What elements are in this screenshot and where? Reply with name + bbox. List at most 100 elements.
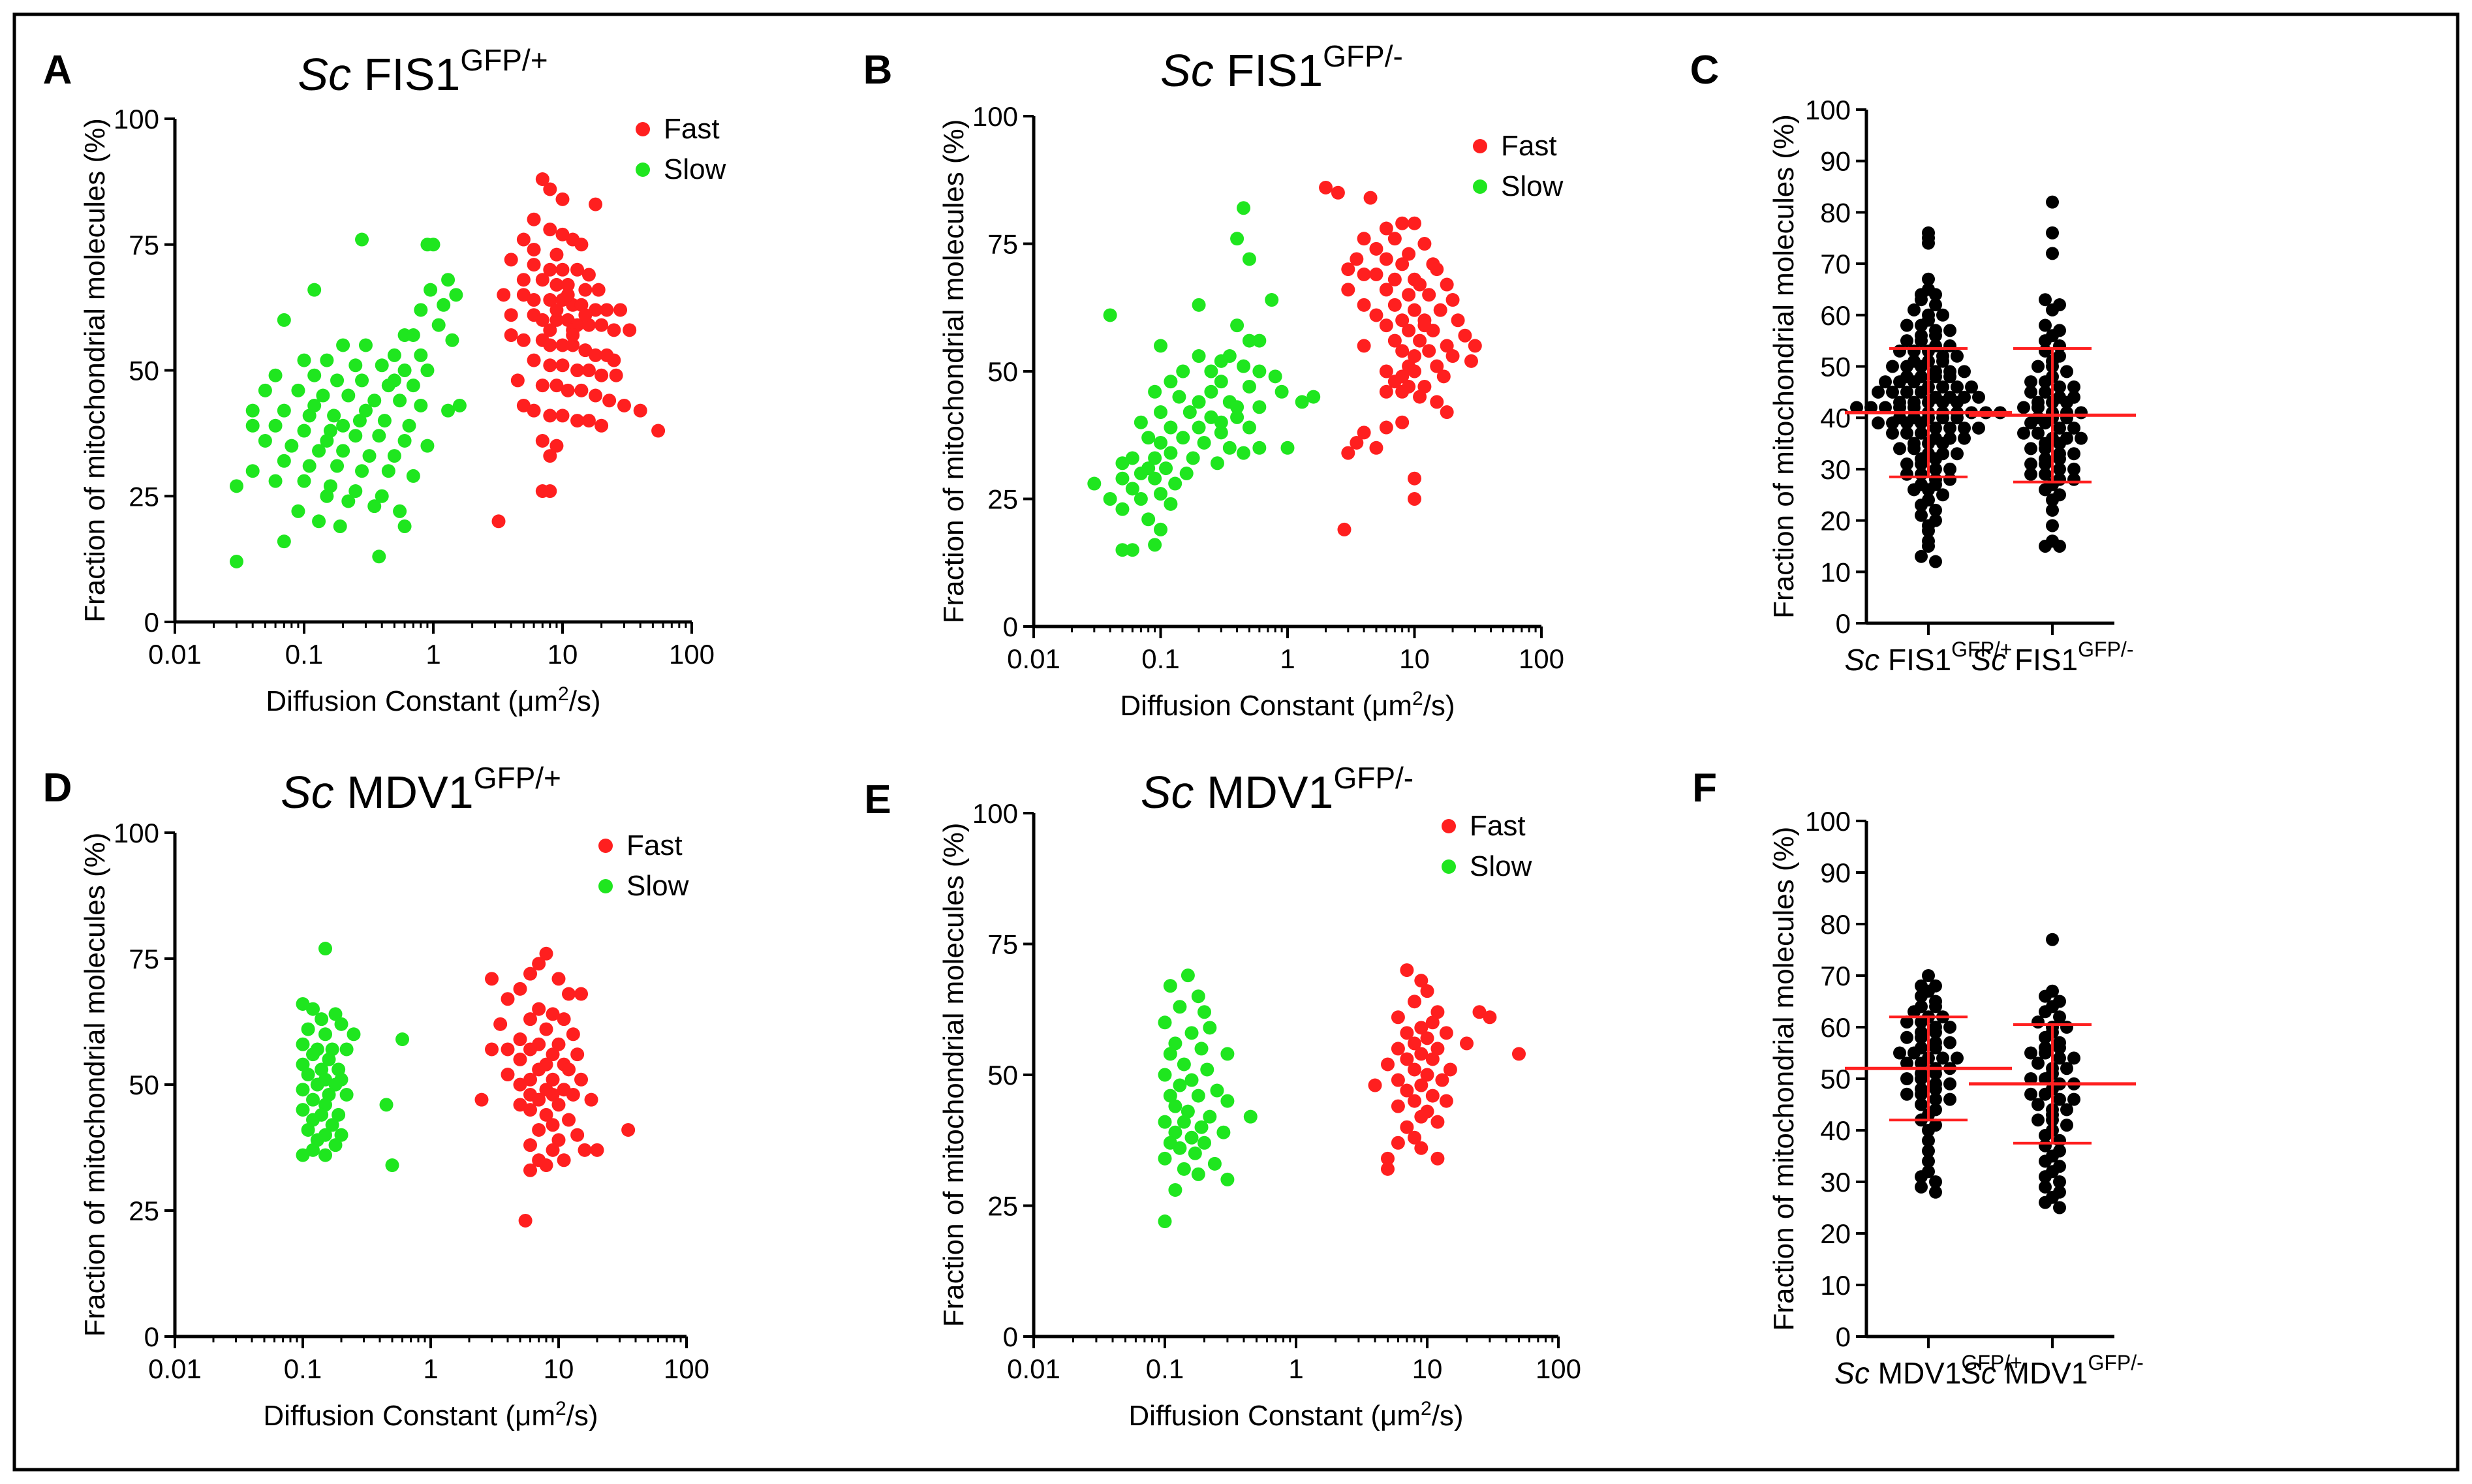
- data-point-slow: [420, 439, 435, 453]
- data-point-slow: [1158, 1068, 1172, 1082]
- data-point: [1900, 1072, 1913, 1085]
- data-point: [1943, 1077, 1956, 1090]
- data-point: [1922, 272, 1935, 286]
- data-point-fast: [1379, 318, 1393, 333]
- data-point-slow: [330, 459, 345, 473]
- data-point-fast: [1483, 1010, 1497, 1025]
- data-point-fast: [1445, 293, 1460, 307]
- data-point-slow: [402, 418, 416, 433]
- data-point-fast: [1430, 262, 1444, 277]
- y-tick-label: 50: [129, 356, 159, 386]
- data-point-fast: [555, 409, 570, 423]
- data-point-fast: [561, 288, 575, 302]
- data-point-fast: [1357, 425, 1371, 440]
- data-point-slow: [1154, 522, 1167, 536]
- data-point-fast: [516, 398, 531, 412]
- data-point-fast: [543, 262, 557, 277]
- data-point-fast: [617, 398, 631, 412]
- data-point-fast: [497, 288, 511, 302]
- data-point-slow: [348, 429, 363, 443]
- data-point-slow: [1154, 339, 1167, 353]
- data-point-fast: [549, 247, 564, 262]
- data-point-fast: [1430, 1115, 1445, 1129]
- data-point-fast: [581, 363, 596, 377]
- data-point-fast: [555, 262, 570, 277]
- data-point-slow: [1163, 979, 1177, 993]
- data-point: [2039, 452, 2052, 466]
- series-fast: [474, 946, 636, 1228]
- series-slow: [1087, 201, 1321, 557]
- data-point-slow: [1134, 466, 1148, 480]
- data-point-slow: [1184, 1130, 1199, 1145]
- data-point-slow: [334, 1017, 348, 1031]
- x-axis-label-part2: /s): [1423, 690, 1455, 722]
- data-point-slow: [341, 388, 356, 403]
- data-point: [2053, 995, 2066, 1008]
- data-point-slow: [1173, 1000, 1187, 1014]
- data-point-slow: [1148, 471, 1162, 486]
- data-point: [1900, 1057, 1913, 1070]
- data-point: [1943, 365, 1956, 379]
- data-point: [2024, 467, 2037, 481]
- data-point-slow: [362, 449, 377, 463]
- data-point-slow: [1207, 1156, 1222, 1171]
- group-label-sup: GFP/-: [2078, 638, 2133, 661]
- x-axis-label: Diffusion Constant (μm2/s): [263, 1398, 598, 1432]
- data-point-slow: [1115, 471, 1130, 486]
- data-point-fast: [1341, 262, 1355, 277]
- data-point: [1965, 380, 1978, 394]
- data-point: [1929, 1077, 1942, 1090]
- data-point: [2046, 933, 2059, 946]
- data-point-fast: [590, 1143, 604, 1157]
- data-point: [1936, 1051, 1949, 1065]
- data-point-fast: [1464, 354, 1478, 368]
- data-point-slow: [291, 504, 305, 518]
- data-point: [2024, 1087, 2037, 1101]
- data-point: [1900, 1015, 1913, 1029]
- data-point-slow: [1265, 293, 1279, 307]
- data-point-slow: [245, 464, 260, 478]
- data-point-slow: [387, 373, 401, 388]
- data-point-fast: [513, 1032, 527, 1047]
- data-point: [1850, 401, 1863, 414]
- data-point: [1915, 329, 1928, 343]
- data-point-fast: [1363, 191, 1378, 205]
- data-point-slow: [315, 1012, 329, 1027]
- data-point-fast: [1458, 328, 1472, 343]
- data-point: [1951, 349, 1964, 363]
- legend: Fast Slow: [598, 829, 689, 902]
- data-point: [1943, 339, 1956, 353]
- data-point-fast: [551, 972, 566, 986]
- data-point: [1922, 1134, 1935, 1147]
- data-point: [1972, 421, 1985, 435]
- data-point-fast: [1414, 974, 1429, 988]
- data-point-slow: [296, 1037, 310, 1051]
- data-point-slow: [318, 1148, 333, 1162]
- data-point: [2053, 1144, 2066, 1158]
- data-point: [1972, 390, 1985, 404]
- series-fast: [1319, 180, 1482, 536]
- panel-title-italic: Sc: [298, 49, 363, 100]
- data-point-slow: [347, 1027, 361, 1042]
- data-point: [1929, 1103, 1942, 1117]
- data-point-fast: [566, 1087, 580, 1102]
- data-point-fast: [1319, 180, 1333, 194]
- data-point-slow: [1154, 435, 1167, 450]
- data-point: [1915, 1082, 1928, 1096]
- data-point-fast: [1379, 252, 1393, 266]
- data-point-slow: [1237, 359, 1251, 373]
- data-point-slow: [1115, 502, 1130, 516]
- data-point-slow: [387, 348, 401, 362]
- mean-sd-bars: [1969, 347, 2136, 484]
- data-point-fast: [1369, 267, 1383, 281]
- data-point: [1922, 283, 1935, 296]
- data-point: [1929, 1175, 1942, 1188]
- data-point-fast: [1380, 1151, 1395, 1166]
- data-point-fast: [513, 982, 527, 996]
- data-point-fast: [1408, 1130, 1422, 1145]
- data-point-fast: [1413, 277, 1427, 292]
- data-point-fast: [1408, 1094, 1422, 1108]
- data-point-slow: [441, 273, 456, 287]
